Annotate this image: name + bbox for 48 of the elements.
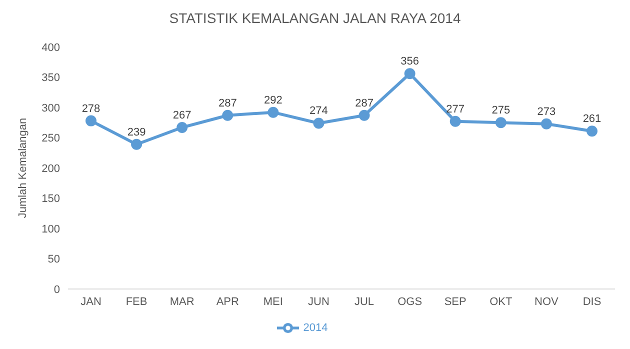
x-tick-label: JAN — [80, 296, 102, 308]
x-tick-label: JUL — [354, 296, 374, 308]
point — [495, 117, 506, 128]
x-tick-label: OGS — [398, 296, 422, 308]
data-label: 274 — [310, 105, 328, 118]
chart-title: STATISTIK KEMALANGAN JALAN RAYA 2014 — [168, 10, 462, 26]
y-tick-label: 150 — [42, 193, 60, 206]
x-tick-label: JUN — [308, 296, 330, 308]
point — [268, 106, 279, 118]
data-label: 267 — [172, 109, 192, 122]
y-tick-label: 50 — [48, 254, 60, 266]
y-axis-title: Jumlah Kemalangan — [16, 118, 29, 218]
x-tick-label: MEI — [263, 296, 283, 308]
y-tick-label: 200 — [42, 162, 60, 175]
data-label: 278 — [82, 102, 100, 115]
data-label: 275 — [492, 104, 510, 117]
y-tick-label: 100 — [42, 223, 60, 236]
x-tick-label: DIS — [582, 296, 602, 308]
point — [222, 110, 234, 121]
point — [540, 118, 552, 130]
x-tick-label: FEB — [126, 296, 148, 308]
point — [176, 122, 188, 133]
y-tick-label: 0 — [54, 284, 60, 296]
y-tick-label: 300 — [42, 102, 60, 114]
point — [86, 115, 96, 126]
point — [450, 116, 461, 127]
x-tick-label: SEP — [444, 296, 466, 308]
y-tick-label: 250 — [42, 132, 60, 145]
point — [586, 126, 598, 137]
data-label: 261 — [582, 113, 602, 126]
point — [131, 138, 142, 150]
point — [404, 68, 416, 80]
x-tick-label: APR — [216, 296, 239, 308]
data-label: 287 — [355, 97, 374, 110]
data-label: 273 — [537, 106, 556, 118]
data-label: 277 — [446, 103, 465, 116]
x-tick-label: OKT — [490, 296, 512, 308]
x-tick-label: NOV — [534, 296, 560, 308]
y-tick-label: 400 — [42, 42, 60, 54]
data-label: 292 — [264, 94, 282, 106]
legend-label: 2014 — [303, 322, 328, 334]
data-label: 239 — [127, 126, 146, 138]
y-tick-label: 350 — [42, 72, 60, 84]
point — [358, 110, 370, 121]
point — [313, 118, 324, 129]
data-label: 287 — [218, 97, 237, 110]
x-tick-label: MAR — [170, 296, 194, 308]
data-label: 356 — [400, 56, 419, 68]
